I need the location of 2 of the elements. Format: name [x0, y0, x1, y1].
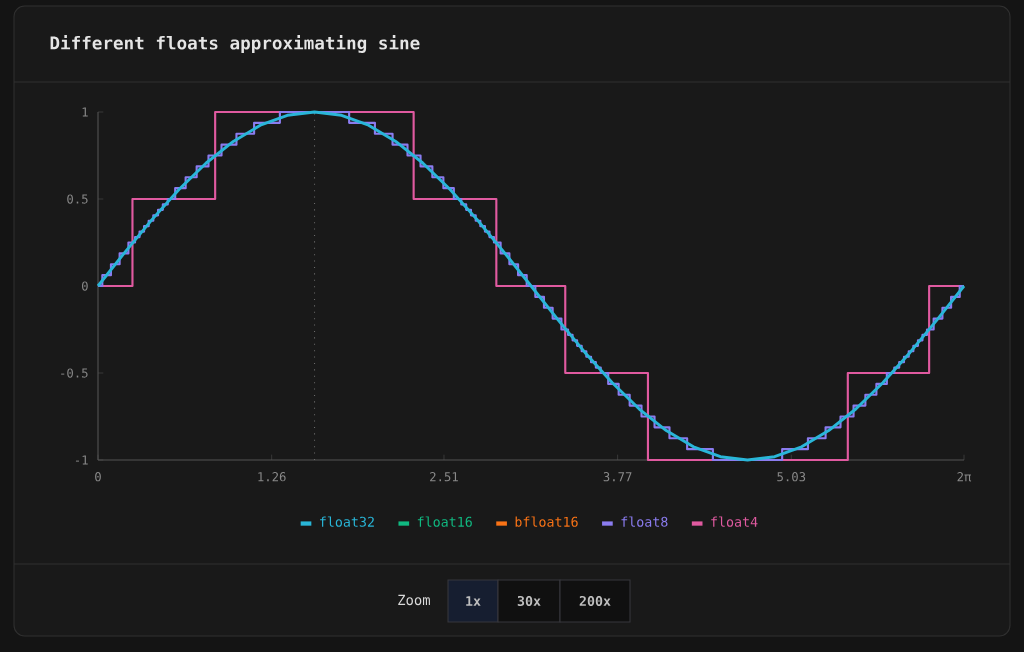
- chart-title: Different floats approximating sine: [50, 35, 420, 54]
- line-series: [96, 110, 966, 462]
